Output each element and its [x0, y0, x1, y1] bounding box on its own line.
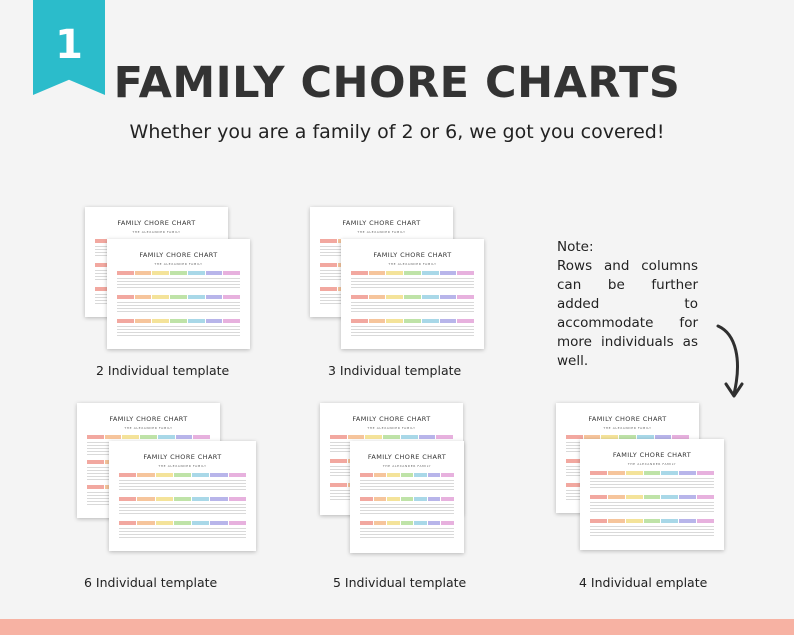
chore-rows [117, 326, 240, 338]
sheet-title: FAMILY CHORE CHART [143, 453, 222, 461]
curved-arrow-icon [716, 324, 744, 398]
chore-rows [360, 528, 454, 540]
sheet-family-name: THE ALEXANDER FAMILY [154, 262, 203, 266]
chore-rows [351, 278, 474, 290]
badge-number: 1 [55, 22, 83, 68]
sheet-family-name: THE ALEXANDER FAMILY [124, 426, 173, 430]
chore-rows [117, 302, 240, 314]
sheet-title: FAMILY CHORE CHART [109, 415, 188, 423]
day-header-band [119, 521, 246, 525]
template-caption-5: 5 Individual template [333, 575, 467, 590]
chore-rows [360, 504, 454, 516]
sheet-title: FAMILY CHORE CHART [139, 251, 218, 259]
sheet-family-name: THE ALEXANDER FAMILY [603, 426, 652, 430]
day-header-band [330, 435, 454, 439]
sheet-family-name: THE ALEXANDER FAMILY [627, 462, 677, 466]
chore-rows [590, 478, 714, 490]
day-header-band [590, 471, 715, 475]
chore-rows [119, 528, 246, 540]
day-header-band [119, 473, 246, 477]
chore-rows [119, 480, 246, 492]
sheet-title: FAMILY CHORE CHART [373, 251, 452, 259]
day-header-band [351, 319, 475, 323]
note-body: Rows and columns can be further added to… [557, 258, 698, 369]
chore-rows [351, 302, 474, 314]
day-header-band [117, 319, 241, 323]
day-header-band [360, 521, 455, 525]
template-caption-6: 6 Individual template [84, 575, 218, 590]
template-preview-2[interactable]: FAMILY CHORE CHART THE ALEXANDER FAMILY F… [85, 207, 255, 352]
chart-sheet-front: FAMILY CHORE CHART THE ALEXANDER FAMILY [350, 441, 464, 553]
sheet-title: FAMILY CHORE CHART [342, 219, 421, 227]
day-header-band [119, 497, 246, 501]
chart-sheet-front: FAMILY CHORE CHART THE ALEXANDER FAMILY [109, 441, 256, 551]
sheet-title: FAMILY CHORE CHART [588, 415, 667, 423]
sheet-family-name: THE ALEXANDER FAMILY [132, 230, 181, 234]
section-number-badge: 1 [33, 0, 105, 95]
day-header-band [566, 435, 690, 439]
sheet-title: FAMILY CHORE CHART [367, 453, 447, 461]
template-caption-2: 2 Individual template [96, 363, 230, 378]
chore-rows [117, 278, 240, 290]
sheet-family-name: THE ALEXANDER FAMILY [367, 426, 416, 430]
chore-rows [590, 502, 714, 514]
sheet-family-name: THE ALEXANDER FAMILY [388, 262, 437, 266]
day-header-band [360, 497, 455, 501]
template-preview-6[interactable]: FAMILY CHORE CHART THE ALEXANDER FAMILY F… [77, 403, 262, 553]
day-header-band [590, 495, 715, 499]
chart-sheet-front: FAMILY CHORE CHART THE ALEXANDER FAMILY [107, 239, 250, 349]
note-heading: Note: [557, 239, 594, 255]
day-header-band [360, 473, 455, 477]
sheet-family-name: THE ALEXANDER FAMILY [158, 464, 207, 468]
day-header-band [351, 295, 475, 299]
template-preview-4[interactable]: FAMILY CHORE CHART THE ALEXANDER FAMILY F… [556, 403, 726, 553]
sheet-family-name: THE ALEXANDER FAMILY [382, 464, 432, 468]
day-header-band [590, 519, 715, 523]
sheet-family-name: THE ALEXANDER FAMILY [357, 230, 406, 234]
day-header-band [117, 271, 241, 275]
chore-rows [119, 504, 246, 516]
note-text: Note: Rows and columns can be further ad… [557, 238, 698, 371]
footer-band [0, 619, 794, 635]
template-preview-5[interactable]: FAMILY CHORE CHART THE ALEXANDER FAMILY F… [320, 403, 470, 553]
sheet-title: FAMILY CHORE CHART [352, 415, 431, 423]
template-caption-3: 3 Individual template [328, 363, 462, 378]
chore-rows [351, 326, 474, 338]
template-preview-3[interactable]: FAMILY CHORE CHART THE ALEXANDER FAMILY F… [310, 207, 490, 352]
sheet-title: FAMILY CHORE CHART [117, 219, 196, 227]
chart-sheet-front: FAMILY CHORE CHART THE ALEXANDER FAMILY [580, 439, 724, 550]
chore-rows [360, 480, 454, 492]
template-caption-4: 4 Individual emplate [579, 575, 708, 590]
chore-rows [590, 526, 714, 538]
day-header-band [351, 271, 475, 275]
day-header-band [117, 295, 241, 299]
day-header-band [87, 435, 211, 439]
sheet-title: FAMILY CHORE CHART [612, 451, 692, 459]
page-title: FAMILY CHORE CHARTS [113, 58, 681, 108]
page-subtitle: Whether you are a family of 2 or 6, we g… [129, 121, 665, 143]
chart-sheet-front: FAMILY CHORE CHART THE ALEXANDER FAMILY [341, 239, 484, 349]
